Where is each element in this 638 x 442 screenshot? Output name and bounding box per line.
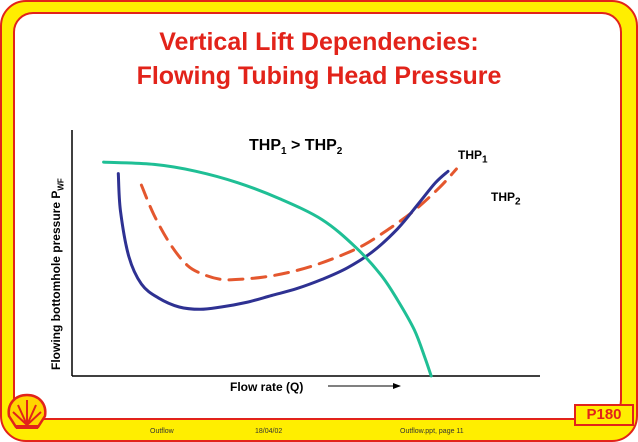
- series-layer: [102, 160, 458, 378]
- y-axis-label: Flowing bottomhole pressure PWF: [49, 178, 66, 370]
- series-label-thp1: THP1: [458, 148, 488, 166]
- shell-logo-icon: [7, 393, 47, 429]
- footer-right: Outflow.ppt, page 11: [400, 428, 464, 435]
- series-line-thp1: [139, 167, 458, 282]
- x-arrow-head: [393, 383, 401, 389]
- series-line-thp2: [116, 169, 450, 311]
- chart-title: THP1 > THP2: [249, 137, 343, 158]
- x-axis-label: Flow rate (Q): [230, 380, 304, 394]
- footer-left: Outflow: [150, 428, 174, 435]
- slide-title-line2: Flowing Tubing Head Pressure: [136, 62, 502, 90]
- series-label-thp2: THP2: [491, 190, 521, 208]
- series-line-ipr: [102, 160, 433, 378]
- footer-date: 18/04/02: [255, 428, 283, 435]
- page-number: P180: [574, 404, 634, 426]
- slide-title-line1: Vertical Lift Dependencies:: [159, 28, 479, 56]
